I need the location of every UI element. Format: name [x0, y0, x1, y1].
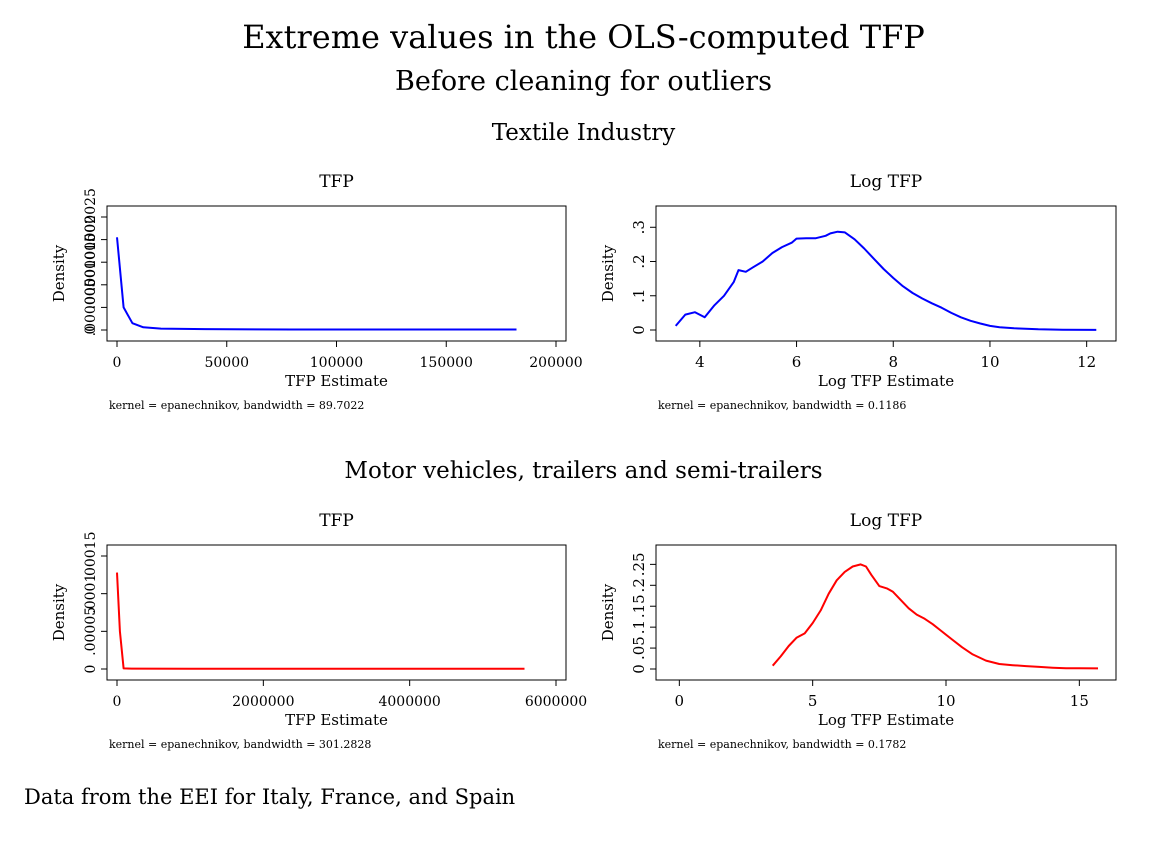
y-tick-label: 0 [83, 326, 99, 335]
x-tick-label: 0 [113, 355, 122, 371]
x-tick-label: 6000000 [525, 694, 587, 710]
y-tick-label: .15 [630, 594, 648, 618]
y-tick-label: .000025 [83, 188, 99, 246]
y-axis-label: Density [599, 583, 617, 641]
y-tick-label: .00005 [83, 607, 99, 656]
kernel-note: kernel = epanechnikov, bandwidth = 89.70… [109, 399, 364, 412]
main-title: Extreme values in the OLS-computed TFP [242, 18, 925, 56]
plot-frame [106, 544, 567, 681]
chart-3: TFP 0 2000000 4000000 6000000 TFP Estimate 0 .0… [50, 511, 587, 751]
y-tick-label: .3 [630, 220, 648, 234]
y-tick-label: 0 [630, 664, 648, 674]
plot-frame [106, 205, 567, 342]
kernel-note: kernel = epanechnikov, bandwidth = 0.118… [658, 399, 906, 412]
section-title-textile: Textile Industry [491, 120, 676, 146]
density-line [116, 572, 525, 670]
y-tick-label: .00001 [83, 260, 99, 309]
chart-title: TFP [319, 172, 354, 192]
chart-title: Log TFP [850, 511, 922, 531]
x-axis-label: TFP Estimate [285, 372, 388, 390]
density-line [674, 230, 1097, 331]
kernel-note: kernel = epanechnikov, bandwidth = 301.2… [109, 738, 371, 751]
density-line [116, 237, 517, 331]
x-tick-label: 50000 [204, 355, 249, 371]
y-tick-label: .000015 [83, 233, 99, 291]
section-title-motor: Motor vehicles, trailers and semi-traile… [344, 458, 823, 484]
x-tick-label: 5 [808, 692, 818, 710]
y-axis-label: Density [50, 244, 68, 302]
x-axis-label: TFP Estimate [285, 711, 388, 729]
y-tick-label: .0001 [83, 574, 99, 614]
y-axis-label: Density [50, 583, 68, 641]
chart-1: TFP 0 50000 100000 150000 200000 TFP Estimate 0… [50, 172, 583, 412]
y-tick-label: .2 [630, 254, 648, 268]
chart-4: Log TFP 0 5 10 15 Log TFP Estimate 0 .05 .1 .15 .2… [599, 511, 1117, 751]
x-tick-label: 10 [936, 692, 955, 710]
x-axis-label: Log TFP Estimate [818, 711, 954, 729]
source-note: Data from the EEI for Italy, France, and… [24, 785, 516, 809]
y-tick-label: .00015 [83, 532, 99, 581]
x-tick-label: 0 [675, 692, 685, 710]
chart-2: Log TFP 4 6 8 10 12 Log TFP Estimate 0 .1 .2 .3 Den… [599, 172, 1117, 412]
x-tick-label: 2000000 [232, 694, 294, 710]
y-tick-label: .05 [630, 636, 648, 660]
x-tick-label: 100000 [310, 355, 363, 371]
density-line [771, 563, 1099, 670]
x-tick-label: 15 [1070, 692, 1089, 710]
x-tick-label: 4000000 [378, 694, 440, 710]
plot-frame [655, 205, 1117, 342]
y-tick-label: .2 [630, 578, 648, 592]
x-tick-label: 0 [113, 694, 122, 710]
x-tick-label: 6 [792, 353, 802, 371]
x-tick-label: 4 [695, 353, 705, 371]
y-tick-label: .00002 [83, 215, 99, 264]
x-axis-label: Log TFP Estimate [818, 372, 954, 390]
y-tick-label: .000005 [83, 278, 99, 336]
y-tick-label: 0 [83, 665, 99, 674]
x-tick-label: 150000 [420, 355, 473, 371]
chart-title: TFP [319, 511, 354, 531]
y-tick-label: .25 [630, 552, 648, 576]
y-tick-label: .1 [630, 289, 648, 303]
y-tick-label: .1 [630, 620, 648, 634]
y-axis-label: Density [599, 244, 617, 302]
x-tick-label: 12 [1077, 353, 1096, 371]
x-tick-label: 10 [980, 353, 999, 371]
subtitle: Before cleaning for outliers [395, 66, 772, 97]
chart-title: Log TFP [850, 172, 922, 192]
x-tick-label: 8 [888, 353, 898, 371]
y-tick-label: 0 [630, 325, 648, 335]
kernel-note: kernel = epanechnikov, bandwidth = 0.178… [658, 738, 906, 751]
plot-frame [655, 544, 1117, 681]
x-tick-label: 200000 [529, 355, 582, 371]
